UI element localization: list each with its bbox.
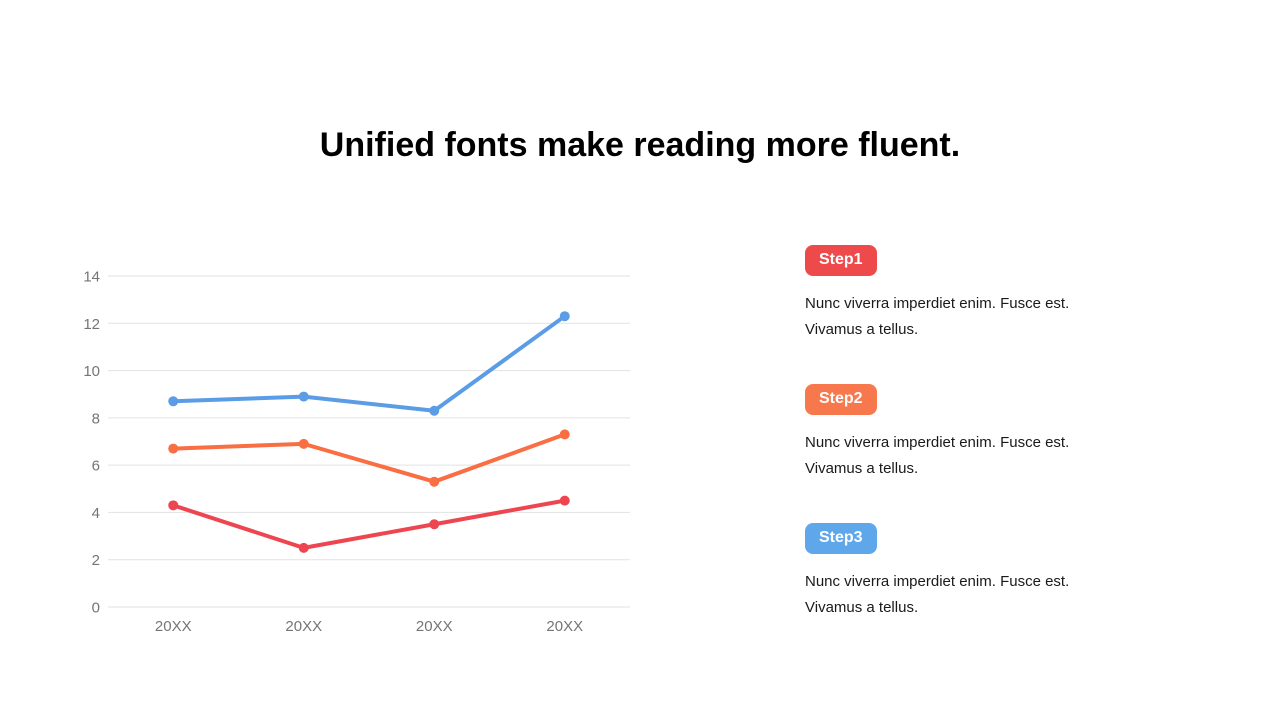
chart-y-tick-label: 12 [83, 316, 100, 333]
chart-x-tick-label: 20XX [155, 618, 192, 635]
chart-x-tick-label: 20XX [546, 618, 583, 635]
red-series-marker [429, 519, 440, 530]
page-title: Unified fonts make reading more fluent. [319, 126, 961, 164]
orange-series-marker [559, 429, 570, 440]
red-series-marker [559, 495, 570, 506]
step-block-2: Step2 Nunc viverra imperdiet enim. Fusce… [805, 384, 1115, 481]
step3-badge: Step3 [805, 523, 877, 554]
chart-y-tick-label: 4 [92, 505, 100, 522]
blue-series-line [171, 314, 567, 413]
orange-series-marker [298, 438, 309, 449]
red-series-marker [298, 542, 309, 553]
blue-series-marker [168, 396, 179, 407]
chart-y-tick-label: 8 [92, 410, 100, 427]
red-series-marker [168, 500, 179, 511]
steps-column: Step1 Nunc viverra imperdiet enim. Fusce… [805, 245, 1115, 662]
blue-series-marker [298, 391, 309, 402]
red-series-line [171, 498, 567, 550]
blue-series-marker [429, 405, 440, 416]
chart-y-tick-label: 10 [83, 363, 100, 380]
step1-badge: Step1 [805, 245, 877, 276]
step2-badge: Step2 [805, 384, 877, 415]
chart-x-tick-label: 20XX [416, 618, 453, 635]
step-block-3: Step3 Nunc viverra imperdiet enim. Fusce… [805, 523, 1115, 620]
step1-description: Nunc viverra imperdiet enim. Fusce est. … [805, 295, 1070, 338]
line-chart-container: 0 2 4 6 8 10 12 14 20XX 20XX 20XX 20XX [80, 258, 650, 650]
chart-y-tick-label: 6 [92, 458, 100, 475]
step2-description: Nunc viverra imperdiet enim. Fusce est. … [805, 434, 1070, 477]
step3-description: Nunc viverra imperdiet enim. Fusce est. … [805, 573, 1070, 616]
chart-y-tick-label: 2 [92, 552, 100, 569]
chart-x-tick-label: 20XX [285, 618, 322, 635]
chart-y-tick-label: 14 [83, 269, 100, 286]
orange-series-line [171, 432, 567, 484]
blue-series-marker [559, 311, 570, 322]
line-chart: 0 2 4 6 8 10 12 14 20XX 20XX 20XX 20XX [83, 269, 630, 635]
step-block-1: Step1 Nunc viverra imperdiet enim. Fusce… [805, 245, 1115, 342]
orange-series-marker [168, 443, 179, 454]
orange-series-marker [429, 476, 440, 487]
chart-y-tick-label: 0 [92, 600, 100, 617]
